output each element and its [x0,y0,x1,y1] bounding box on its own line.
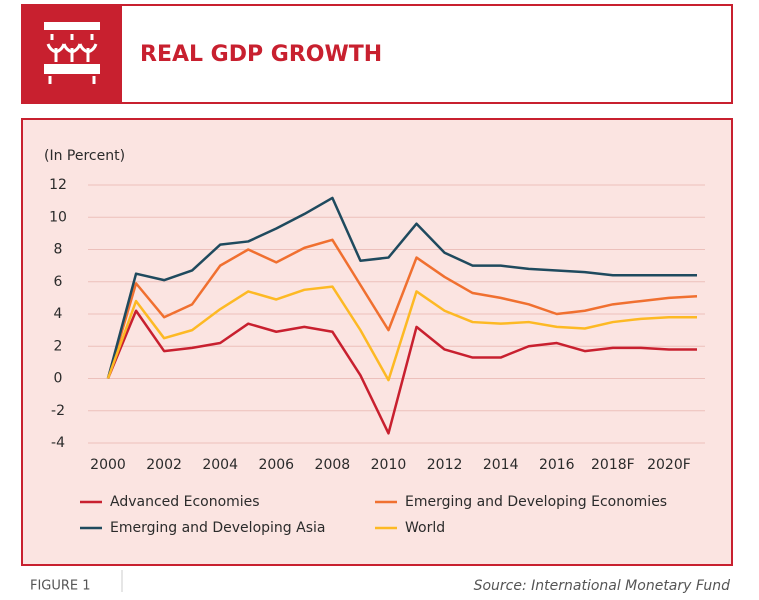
header-box [21,4,733,104]
chart-panel [21,118,733,566]
series-line [106,285,697,382]
y-tick-label: 12 [49,177,67,193]
legend-label: World [405,520,445,536]
x-tick-label: 2004 [202,457,238,473]
header-icon [44,22,100,84]
y-tick-label: 0 [54,371,63,387]
legend-label: Advanced Economies [110,494,260,510]
y-axis-label: (In Percent) [44,148,125,164]
legend-label: Emerging and Developing Asia [110,520,325,536]
x-tick-label: 2010 [371,457,407,473]
x-tick-label: 2014 [483,457,519,473]
chart-title: REAL GDP GROWTH [140,42,382,67]
x-tick-label: 2018F [591,457,635,473]
x-tick-label: 2008 [315,457,351,473]
x-tick-label: 2016 [539,457,575,473]
series-line [106,238,698,379]
legend-label: Emerging and Developing Economies [405,494,667,510]
y-tick-label: 4 [54,306,63,322]
y-tick-label: 2 [54,338,63,354]
y-tick-label: 10 [49,209,67,225]
series-line [106,196,697,379]
source: Source: International Monetary Fund [474,578,731,594]
plot: -4 -2 0 2 4 6 8 10 12 2000 2002 2004 2006 2008 2010 201… [49,177,705,536]
x-tick-label: 2002 [146,457,182,473]
figure-label: FIGURE 1 [30,579,91,594]
x-tick-label: 2020F [647,457,691,473]
series-line [106,309,697,435]
x-tick-label: 2012 [427,457,463,473]
x-tick-label: 2000 [90,457,126,473]
y-tick-label: 6 [54,274,63,290]
y-tick-label: 8 [54,242,63,258]
x-tick-label: 2006 [258,457,294,473]
y-tick-label: -4 [51,435,65,451]
y-tick-label: -2 [51,403,65,419]
